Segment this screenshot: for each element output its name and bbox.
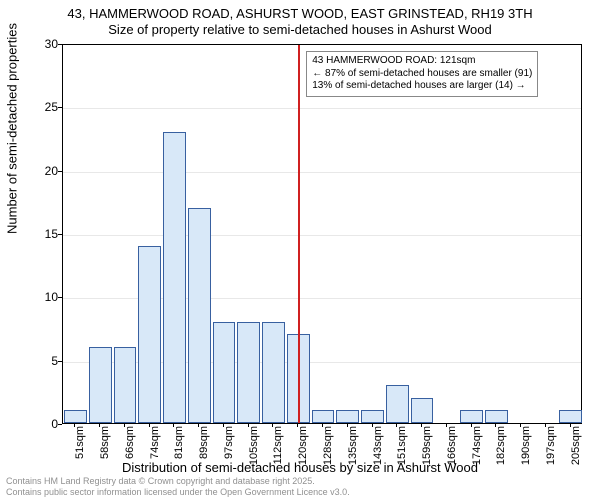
x-tick-mark xyxy=(495,423,496,427)
y-axis-label: Number of semi-detached properties xyxy=(5,23,20,234)
x-tick-label: 120sqm xyxy=(297,426,309,476)
x-tick-mark xyxy=(372,423,373,427)
property-marker-line xyxy=(298,45,300,423)
callout-line2: ← 87% of semi-detached houses are smalle… xyxy=(312,68,532,81)
histogram-bar xyxy=(336,410,359,423)
x-tick-label: 166sqm xyxy=(446,426,458,476)
callout-line1: 43 HAMMERWOOD ROAD: 121sqm xyxy=(312,55,532,68)
y-tick-mark xyxy=(58,107,62,108)
x-tick-mark xyxy=(471,423,472,427)
x-tick-label: 74sqm xyxy=(149,426,161,476)
histogram-bar xyxy=(114,347,137,423)
x-tick-mark xyxy=(421,423,422,427)
histogram-bar xyxy=(138,246,161,423)
histogram-bar xyxy=(485,410,508,423)
x-tick-label: 97sqm xyxy=(223,426,235,476)
chart-container: 43, HAMMERWOOD ROAD, ASHURST WOOD, EAST … xyxy=(0,0,600,500)
x-tick-label: 205sqm xyxy=(570,426,582,476)
x-tick-label: 143sqm xyxy=(372,426,384,476)
footer-attribution: Contains HM Land Registry data © Crown c… xyxy=(6,476,350,498)
x-tick-label: 112sqm xyxy=(272,426,284,476)
y-tick-mark xyxy=(58,297,62,298)
x-tick-label: 58sqm xyxy=(99,426,111,476)
y-tick-label: 20 xyxy=(28,164,58,178)
histogram-bar xyxy=(163,132,186,423)
histogram-bar xyxy=(460,410,483,423)
x-tick-label: 197sqm xyxy=(545,426,557,476)
histogram-bar xyxy=(411,398,434,423)
histogram-bar xyxy=(386,385,409,423)
y-tick-mark xyxy=(58,234,62,235)
histogram-bar xyxy=(312,410,335,423)
histogram-bar xyxy=(64,410,87,423)
x-tick-mark xyxy=(520,423,521,427)
x-tick-label: 128sqm xyxy=(322,426,334,476)
x-tick-mark xyxy=(124,423,125,427)
x-tick-mark xyxy=(272,423,273,427)
chart-title-line2: Size of property relative to semi-detach… xyxy=(0,22,600,37)
x-tick-mark xyxy=(173,423,174,427)
x-tick-mark xyxy=(545,423,546,427)
x-tick-mark xyxy=(347,423,348,427)
gridline xyxy=(63,235,581,236)
x-tick-mark xyxy=(322,423,323,427)
x-tick-label: 182sqm xyxy=(495,426,507,476)
x-tick-mark xyxy=(99,423,100,427)
x-tick-mark xyxy=(149,423,150,427)
x-tick-label: 151sqm xyxy=(396,426,408,476)
y-tick-mark xyxy=(58,171,62,172)
plot-area: 43 HAMMERWOOD ROAD: 121sqm← 87% of semi-… xyxy=(62,44,582,424)
y-tick-label: 30 xyxy=(28,37,58,51)
footer-line2: Contains public sector information licen… xyxy=(6,487,350,498)
x-tick-mark xyxy=(198,423,199,427)
histogram-bar xyxy=(237,322,260,423)
y-tick-label: 10 xyxy=(28,290,58,304)
x-tick-label: 174sqm xyxy=(471,426,483,476)
x-tick-label: 190sqm xyxy=(520,426,532,476)
x-tick-mark xyxy=(248,423,249,427)
chart-title-line1: 43, HAMMERWOOD ROAD, ASHURST WOOD, EAST … xyxy=(0,6,600,21)
y-tick-mark xyxy=(58,44,62,45)
callout-box: 43 HAMMERWOOD ROAD: 121sqm← 87% of semi-… xyxy=(306,51,538,97)
histogram-bar xyxy=(559,410,582,423)
x-tick-mark xyxy=(297,423,298,427)
x-tick-mark xyxy=(396,423,397,427)
histogram-bar xyxy=(361,410,384,423)
x-tick-label: 81sqm xyxy=(173,426,185,476)
gridline xyxy=(63,172,581,173)
x-tick-mark xyxy=(446,423,447,427)
x-tick-label: 135sqm xyxy=(347,426,359,476)
y-tick-label: 25 xyxy=(28,100,58,114)
histogram-bar xyxy=(188,208,211,423)
x-tick-label: 105sqm xyxy=(248,426,260,476)
y-tick-mark xyxy=(58,361,62,362)
histogram-bar xyxy=(262,322,285,423)
callout-line3: 13% of semi-detached houses are larger (… xyxy=(312,80,532,93)
x-tick-label: 89sqm xyxy=(198,426,210,476)
y-tick-mark xyxy=(58,424,62,425)
histogram-bar xyxy=(89,347,112,423)
y-tick-label: 5 xyxy=(28,354,58,368)
x-tick-mark xyxy=(570,423,571,427)
y-tick-label: 0 xyxy=(28,417,58,431)
x-tick-label: 51sqm xyxy=(74,426,86,476)
gridline xyxy=(63,108,581,109)
histogram-bar xyxy=(213,322,236,423)
x-tick-label: 159sqm xyxy=(421,426,433,476)
y-tick-label: 15 xyxy=(28,227,58,241)
x-tick-mark xyxy=(223,423,224,427)
x-tick-label: 66sqm xyxy=(124,426,136,476)
x-tick-mark xyxy=(74,423,75,427)
footer-line1: Contains HM Land Registry data © Crown c… xyxy=(6,476,350,487)
